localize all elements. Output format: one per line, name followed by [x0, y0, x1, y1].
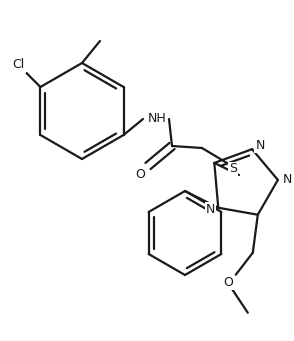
Text: N: N [283, 174, 293, 187]
Text: O: O [223, 276, 233, 289]
Text: S: S [229, 163, 237, 176]
Text: O: O [135, 167, 145, 180]
Text: Cl: Cl [12, 59, 25, 72]
Text: N: N [206, 203, 215, 216]
Text: N: N [255, 139, 265, 152]
Text: NH: NH [148, 113, 166, 125]
